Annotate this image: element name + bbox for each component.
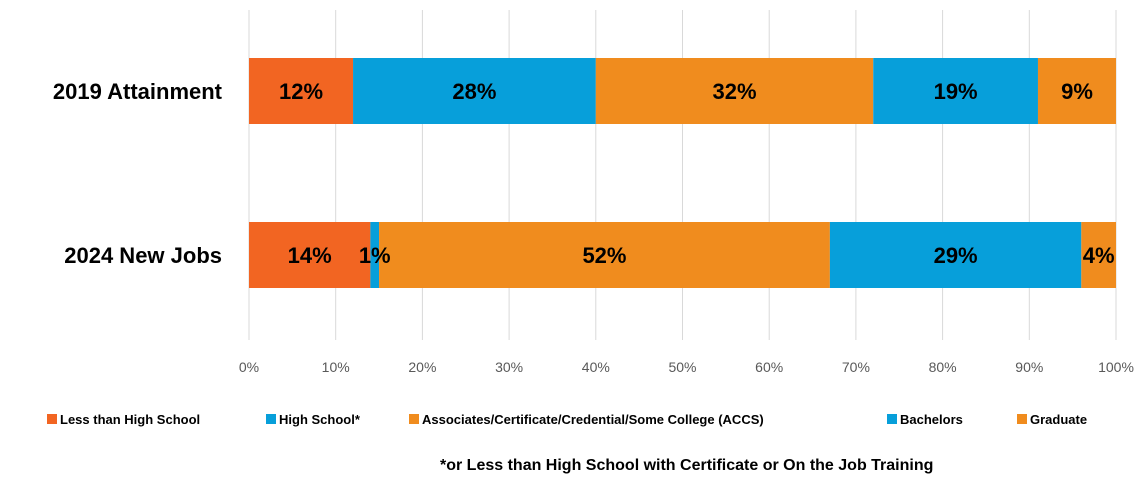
x-tick-label: 50% (668, 359, 696, 375)
data-label: 9% (1061, 79, 1093, 104)
x-tick-label: 70% (842, 359, 870, 375)
x-tick-label: 30% (495, 359, 523, 375)
bar-segment (353, 58, 596, 124)
legend-swatch (1017, 414, 1027, 424)
data-label: 29% (934, 243, 978, 268)
x-tick-label: 100% (1098, 359, 1134, 375)
bar-segment (1081, 222, 1116, 288)
data-label: 4% (1083, 243, 1115, 268)
x-tick-label: 90% (1015, 359, 1043, 375)
x-tick-label: 20% (408, 359, 436, 375)
legend-label: Bachelors (900, 412, 963, 427)
x-tick-label: 0% (239, 359, 259, 375)
data-label: 32% (712, 79, 756, 104)
x-tick-label: 10% (322, 359, 350, 375)
category-label: 2019 Attainment (53, 79, 223, 104)
data-label: 12% (279, 79, 323, 104)
data-label: 14% (288, 243, 332, 268)
x-tick-label: 40% (582, 359, 610, 375)
legend-label: Associates/Certificate/Credential/Some C… (422, 412, 764, 427)
x-tick-label: 80% (929, 359, 957, 375)
bar-segment (370, 222, 380, 288)
data-label: 1% (359, 243, 391, 268)
bar-segment (873, 58, 1038, 124)
data-label: 52% (582, 243, 626, 268)
legend-swatch (47, 414, 57, 424)
data-label: 28% (452, 79, 496, 104)
legend-swatch (409, 414, 419, 424)
bars: 12% 28% 32% 19% 9% 14% 1% 52% 29% 4% (249, 58, 1116, 288)
legend-swatch (266, 414, 276, 424)
bar-segment (829, 222, 1082, 288)
category-label: 2024 New Jobs (64, 243, 222, 268)
footnote: *or Less than High School with Certifica… (440, 457, 933, 474)
bar-segment (249, 222, 371, 288)
data-label: 19% (934, 79, 978, 104)
bar-segment (249, 58, 354, 124)
legend-label: Less than High School (60, 412, 200, 427)
legend-label: Graduate (1030, 412, 1087, 427)
bar-segment (379, 222, 830, 288)
bar-segment (1037, 58, 1116, 124)
category-labels: 2019 Attainment 2024 New Jobs (53, 79, 223, 268)
legend-label: High School* (279, 412, 361, 427)
legend-swatch (887, 414, 897, 424)
bar-segment (595, 58, 874, 124)
x-axis-ticks: 0% 10% 20% 30% 40% 50% 60% 70% 80% 90% 100% (239, 359, 1134, 375)
x-tick-label: 60% (755, 359, 783, 375)
legend: Less than High School High School* Associa… (47, 412, 1087, 427)
